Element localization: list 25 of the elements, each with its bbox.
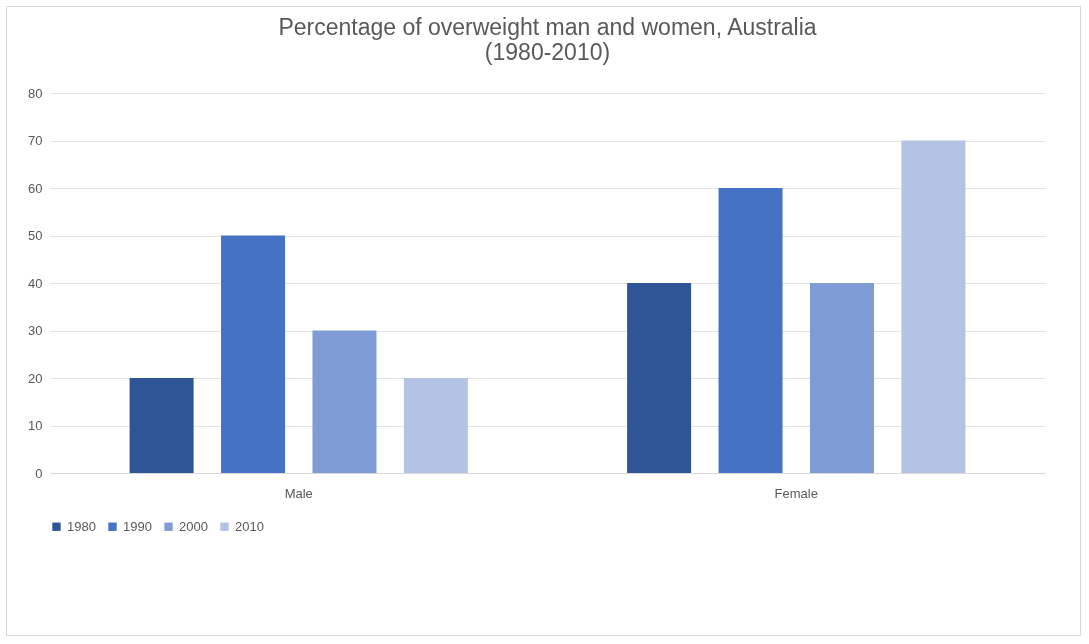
text: Percentage of overweight man and women, Australia: [278, 14, 817, 40]
x-tick-label: Male: [284, 485, 313, 501]
y-tick-label: 80: [28, 85, 43, 101]
y-tick-label: 70: [28, 133, 43, 148]
x-tick-label: Female: [774, 485, 818, 501]
y-tick-label: 0: [35, 465, 43, 481]
text: (1980-2010): [484, 39, 611, 65]
y-tick-label: 20: [28, 370, 43, 386]
legend-label: 2000: [179, 518, 208, 534]
y-tick-label: 60: [28, 180, 43, 196]
bar: [221, 235, 286, 473]
y-tick-label: 30: [28, 323, 43, 338]
y-tick-label: 50: [28, 228, 43, 243]
bar: [403, 378, 468, 473]
bar: [901, 140, 966, 473]
bar: [627, 283, 692, 473]
y-tick-label: 10: [28, 418, 43, 433]
bar: [809, 283, 874, 473]
y-tick-label: 40: [28, 275, 43, 291]
legend-label: 1980: [67, 518, 96, 534]
bar: [312, 330, 377, 473]
bar: [129, 378, 194, 473]
legend-label: 1990: [123, 518, 152, 534]
legend-label: 2010: [235, 518, 264, 534]
bar: [718, 188, 783, 473]
